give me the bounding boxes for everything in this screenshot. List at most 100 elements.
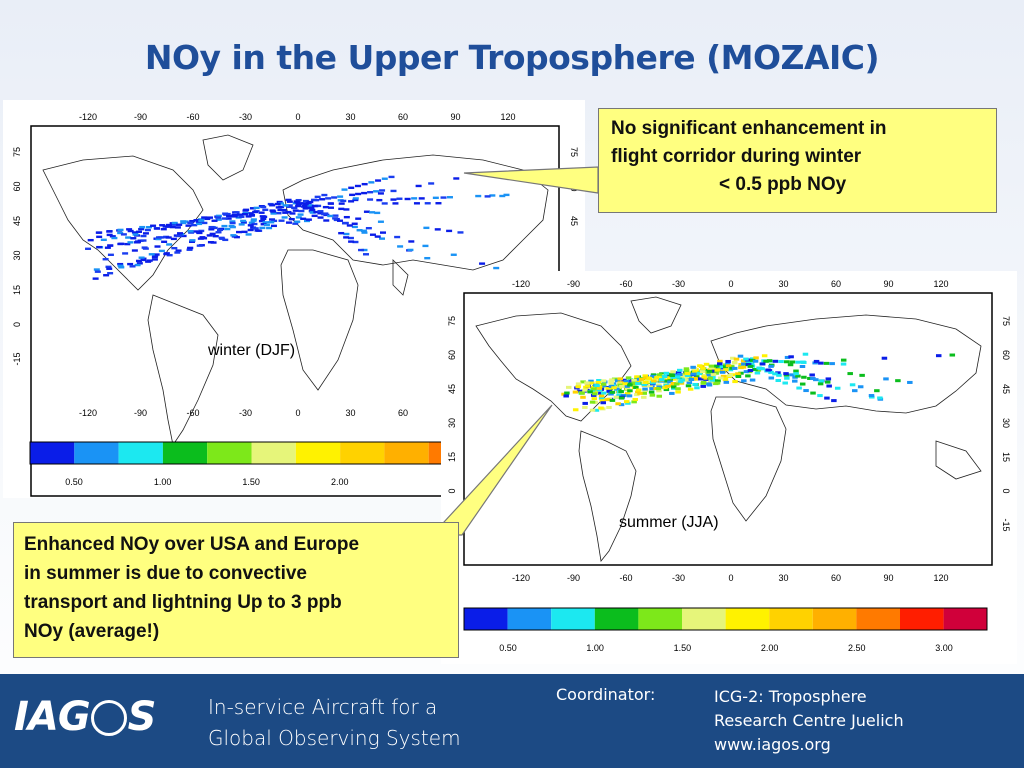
winter-track-segment	[285, 221, 292, 224]
winter-lon-tick-top: -30	[239, 112, 252, 122]
winter-track-segment	[322, 205, 329, 209]
winter-track-segment	[301, 205, 308, 208]
summer-track-segment	[604, 398, 611, 402]
summer-track-segment	[625, 401, 631, 405]
summer-callout-line2: in summer is due to convective	[24, 563, 307, 584]
summer-track-segment	[664, 384, 671, 388]
summer-track-segment	[649, 387, 655, 391]
summer-lat-tick-left: 15	[447, 452, 457, 462]
winter-track-segment	[189, 239, 196, 242]
summer-colorbar-swatch	[507, 608, 552, 630]
winter-track-segment	[374, 235, 381, 238]
winter-track-segment	[93, 268, 100, 271]
winter-track-segment	[327, 206, 334, 209]
winter-track-segment	[407, 248, 414, 252]
winter-track-segment	[327, 202, 334, 205]
winter-track-segment	[158, 249, 165, 253]
winter-track-segment	[418, 197, 425, 200]
summer-track-segment	[759, 362, 766, 366]
summer-track-segment	[593, 408, 600, 412]
winter-track-segment	[238, 215, 245, 218]
winter-track-segment	[175, 234, 182, 238]
winter-track-segment	[127, 241, 134, 244]
winter-track-segment	[415, 184, 422, 188]
winter-lon-tick-top: 0	[295, 112, 300, 122]
summer-track-segment	[738, 366, 744, 370]
summer-track-segment	[659, 378, 665, 382]
summer-track-segment	[907, 380, 913, 384]
summer-colorbar-swatch	[900, 608, 944, 630]
summer-lat-tick-right: -15	[1001, 518, 1011, 531]
winter-track-segment	[140, 258, 147, 262]
summer-track-segment	[675, 371, 682, 375]
winter-track-segment	[423, 226, 430, 230]
winter-track-segment	[489, 194, 496, 197]
winter-track-segment	[219, 237, 226, 240]
summer-track-segment	[563, 394, 569, 398]
winter-lon-tick-bottom: -120	[79, 408, 97, 418]
summer-track-segment	[718, 376, 724, 380]
winter-track-segment	[222, 238, 229, 242]
summer-track-segment	[709, 378, 715, 382]
summer-track-segment	[778, 360, 784, 364]
summer-track-segment	[765, 368, 771, 372]
summer-colorbar-label: 1.00	[586, 643, 604, 653]
summer-lon-tick-bottom: -90	[567, 573, 580, 583]
winter-track-segment	[189, 219, 196, 223]
winter-track-segment	[270, 212, 277, 215]
winter-track-segment	[254, 229, 261, 232]
summer-track-segment	[641, 391, 647, 395]
summer-track-segment	[667, 380, 673, 384]
winter-track-segment	[354, 184, 361, 188]
summer-track-segment	[663, 379, 670, 383]
summer-track-segment	[588, 379, 594, 383]
summer-track-segment	[697, 377, 704, 381]
winter-track-segment	[341, 222, 348, 225]
summer-track-segment	[740, 359, 747, 363]
summer-track-segment	[803, 389, 809, 393]
summer-track-segment	[763, 359, 769, 363]
winter-track-segment	[373, 190, 380, 193]
winter-track-segment	[206, 216, 213, 219]
summer-track-segment	[675, 390, 681, 394]
summer-track-segment	[817, 382, 824, 386]
summer-track-segment	[675, 387, 681, 391]
summer-track-segment	[727, 368, 734, 372]
summer-track-segment	[608, 381, 614, 385]
summer-track-segment	[565, 385, 572, 389]
summer-track-segment	[741, 362, 747, 366]
winter-track-segment	[208, 225, 215, 229]
summer-track-segment	[582, 388, 588, 392]
summer-track-segment	[700, 370, 706, 374]
winter-track-segment	[258, 211, 265, 214]
winter-track-segment	[263, 223, 270, 227]
winter-lat-tick: 0	[12, 322, 22, 327]
winter-track-segment	[118, 242, 125, 246]
winter-track-segment	[85, 247, 92, 250]
winter-track-segment	[215, 218, 222, 221]
winter-colorbar-swatch	[295, 442, 341, 464]
summer-track-segment	[709, 366, 715, 370]
winter-track-segment	[134, 263, 141, 267]
summer-track-segment	[749, 358, 756, 362]
summer-track-segment	[692, 382, 698, 386]
summer-track-segment	[605, 386, 611, 390]
summer-track-segment	[576, 389, 583, 393]
winter-track-segment	[243, 208, 250, 212]
winter-track-segment	[440, 196, 447, 199]
org-website-link[interactable]: www.iagos.org	[714, 735, 831, 754]
summer-continents	[475, 296, 982, 562]
summer-track-segment	[746, 360, 752, 364]
winter-callout-line2: flight corridor during winter	[611, 146, 862, 167]
winter-track-segment	[351, 222, 358, 225]
winter-track-segment	[204, 217, 211, 221]
winter-track-segment	[236, 213, 243, 216]
summer-track-segment	[648, 390, 655, 394]
iagos-logo: IAG S	[14, 694, 156, 740]
winter-track-segment	[212, 234, 219, 238]
winter-lat-tick: 15	[12, 285, 22, 295]
summer-track-segment	[708, 364, 715, 368]
summer-track-segment	[582, 405, 588, 409]
winter-track-segment	[229, 221, 236, 225]
winter-track-segment	[332, 214, 339, 217]
